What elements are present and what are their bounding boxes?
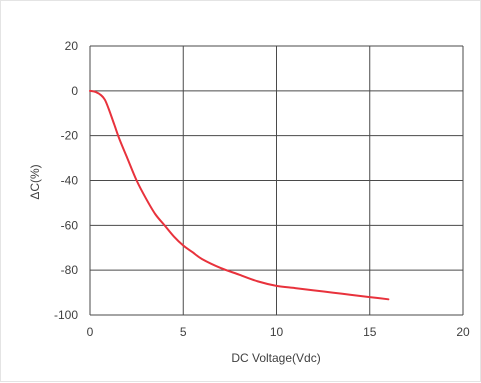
y-tick-label: 20 [65, 39, 79, 53]
x-tick-label: 5 [180, 325, 187, 339]
tick-labels: 0 5 10 15 20 20 0 -20 -40 -60 -80 -100 [54, 39, 470, 339]
y-tick-label: 0 [71, 84, 78, 98]
x-tick-label: 20 [456, 325, 470, 339]
y-tick-label: -20 [61, 129, 79, 143]
x-axis-label: DC Voltage(Vdc) [231, 351, 320, 365]
series-line [89, 89, 390, 301]
y-axis-label: ΔC(%) [28, 164, 42, 199]
x-tick-label: 15 [363, 325, 377, 339]
y-tick-label: -40 [61, 174, 79, 188]
grid-lines [89, 45, 464, 316]
series-layer [89, 89, 390, 301]
x-tick-label: 10 [270, 325, 284, 339]
y-tick-label: -100 [54, 308, 78, 322]
y-tick-label: -60 [61, 218, 79, 232]
y-tick-label: -80 [61, 263, 79, 277]
x-tick-label: 0 [87, 325, 94, 339]
